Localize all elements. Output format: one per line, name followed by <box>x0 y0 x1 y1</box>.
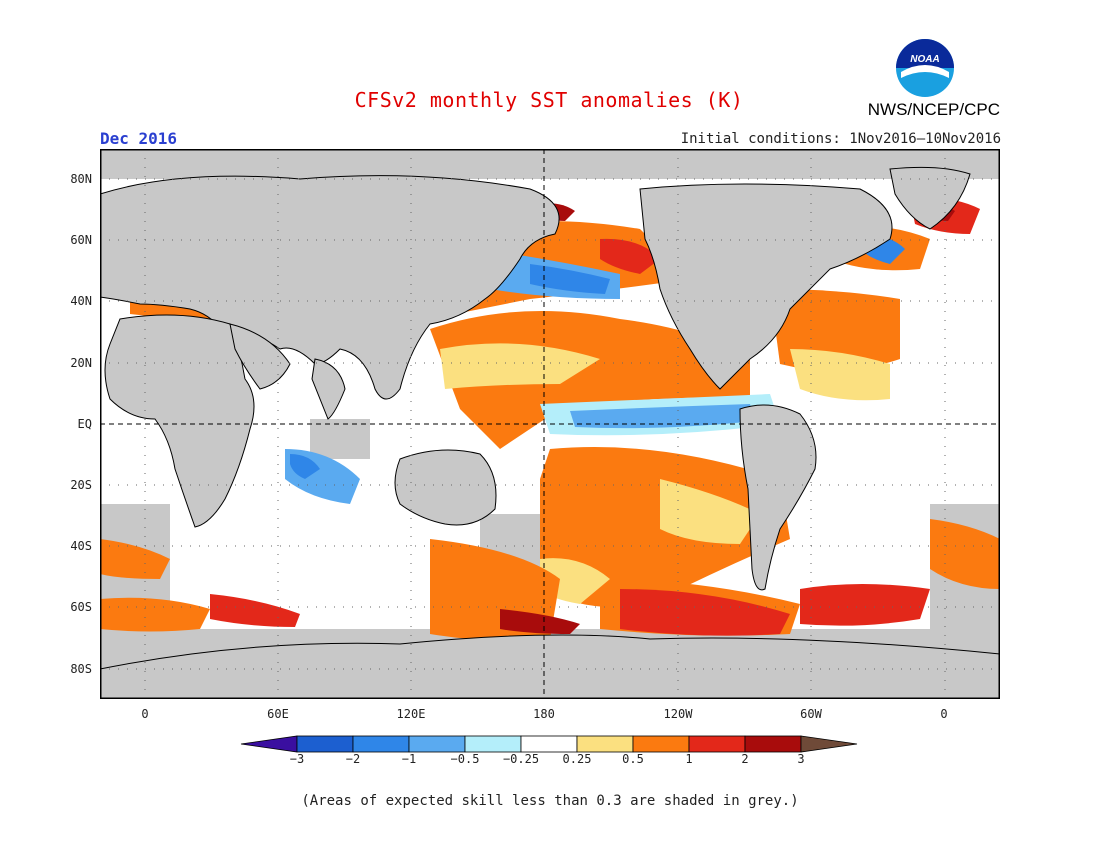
land-arabia <box>229 323 291 390</box>
lon-label: 60W <box>800 707 822 721</box>
map-title: CFSv2 monthly SST anomalies (K) <box>354 88 744 112</box>
colorbar <box>240 735 858 753</box>
colorbar-segment <box>520 735 578 753</box>
lat-label: 40N <box>70 294 92 308</box>
land-india <box>311 358 346 420</box>
noaa-logo: NOAA <box>896 39 954 97</box>
colorbar-tick: 3 <box>797 752 805 766</box>
colorbar-extend-low <box>240 735 298 753</box>
graticule <box>100 149 1000 699</box>
lon-label: 120E <box>396 707 426 721</box>
forecast-month: Dec 2016 <box>100 129 178 148</box>
agency-label: NWS/NCEP/CPC <box>867 100 1000 119</box>
colorbar-tick: −0.25 <box>502 752 540 766</box>
sst-anomaly-map <box>100 149 1000 699</box>
colorbar-tick: 0.5 <box>622 752 644 766</box>
colorbar-segment <box>464 735 522 753</box>
lat-label: 40S <box>70 539 92 553</box>
lat-label: 80N <box>70 172 92 186</box>
lon-label: 60E <box>267 707 289 721</box>
colorbar-extend-high <box>800 735 858 753</box>
lon-label: 120W <box>663 707 693 721</box>
colorbar-segment <box>296 735 354 753</box>
colorbar-tick: −3 <box>289 752 305 766</box>
colorbar-segment <box>744 735 802 753</box>
lat-label: 60N <box>70 233 92 247</box>
sst-anomaly-shading <box>100 182 1000 641</box>
colorbar-tick: 0.25 <box>562 752 592 766</box>
colorbar-tick: −0.5 <box>450 752 480 766</box>
lat-label: 60S <box>70 600 92 614</box>
colorbar-tick: 1 <box>685 752 693 766</box>
land-north-america <box>639 183 893 390</box>
colorbar-segment <box>632 735 690 753</box>
colorbar-tick: −2 <box>345 752 361 766</box>
colorbar-segment <box>688 735 746 753</box>
skill-footnote: (Areas of expected skill less than 0.3 a… <box>301 793 799 809</box>
lat-label: 80S <box>70 662 92 676</box>
land-greenland <box>889 166 971 230</box>
initial-conditions: Initial conditions: 1Nov2016–10Nov2016 <box>680 131 1001 147</box>
colorbar-tick: −1 <box>401 752 417 766</box>
lon-label: 0 <box>940 707 948 721</box>
colorbar-tick: 2 <box>741 752 749 766</box>
logo-text: NOAA <box>910 54 939 65</box>
land-australia <box>394 449 497 526</box>
colorbar-segment <box>576 735 634 753</box>
lat-label: EQ <box>77 417 92 431</box>
colorbar-segment <box>352 735 410 753</box>
map-frame <box>100 149 1000 699</box>
lon-label: 180 <box>533 707 555 721</box>
continents <box>100 166 1000 699</box>
land-antarctica <box>100 634 1000 699</box>
equator-dateline <box>100 149 1000 699</box>
lat-label: 20N <box>70 356 92 370</box>
lon-label: 0 <box>141 707 149 721</box>
lat-label: 20S <box>70 478 92 492</box>
land-south-america <box>739 404 817 591</box>
colorbar-segment <box>408 735 466 753</box>
